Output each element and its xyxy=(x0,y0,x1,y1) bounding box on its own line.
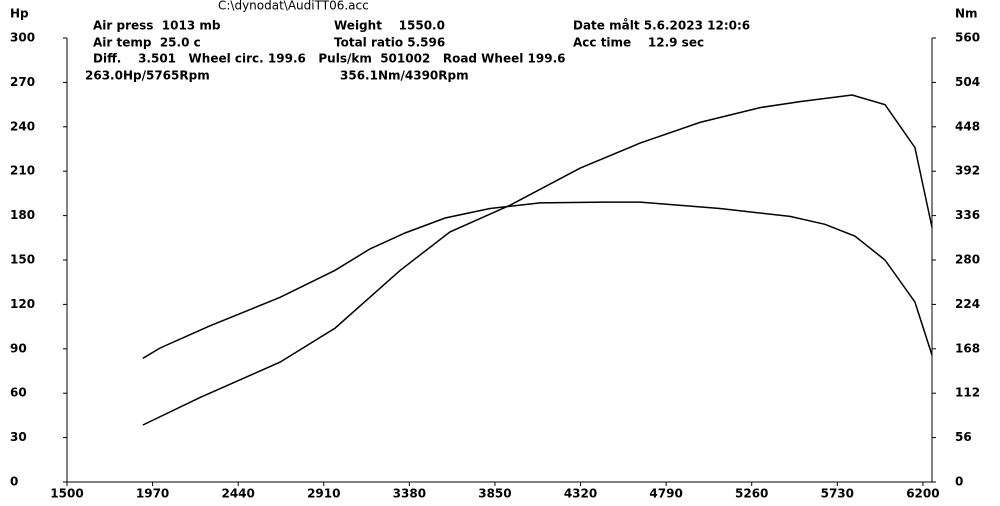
x-tick-label: 3850 xyxy=(478,487,511,501)
header-text: Total ratio 5.596 xyxy=(334,36,445,50)
y2-tick-label: 560 xyxy=(955,31,980,45)
header-text: Acc time 12.9 sec xyxy=(573,36,704,50)
y2-axis-label: Nm xyxy=(955,7,978,21)
y2-tick-label: 504 xyxy=(955,75,980,89)
y-tick-label: 270 xyxy=(10,75,35,89)
x-tick-label: 1500 xyxy=(50,487,83,501)
y2-tick-label: 448 xyxy=(955,119,980,133)
header-text: Date målt 5.6.2023 12:0:6 xyxy=(573,19,750,33)
series-line xyxy=(142,94,933,426)
x-tick-label: 2440 xyxy=(221,487,254,501)
y-tick-label: 240 xyxy=(10,119,35,133)
y-tick-label: 0 xyxy=(10,475,18,489)
x-tick-label: 2910 xyxy=(307,487,340,501)
y2-tick-label: 0 xyxy=(955,475,963,489)
y-axis-label: Hp xyxy=(10,7,29,21)
header-text: Air press 1013 mb xyxy=(93,19,221,33)
y2-tick-label: 224 xyxy=(955,297,980,311)
x-tick-label: 1970 xyxy=(136,487,169,501)
y2-tick-label: 112 xyxy=(955,386,980,400)
y-tick-label: 90 xyxy=(10,341,27,355)
header-text: 263.0Hp/5765Rpm xyxy=(85,69,210,83)
x-tick-label: 6200 xyxy=(906,487,939,501)
series-line xyxy=(142,201,933,359)
x-tick-label: 3380 xyxy=(393,487,426,501)
x-tick-label: 4790 xyxy=(649,487,682,501)
y2-tick-label: 56 xyxy=(955,430,972,444)
x-tick-label: 5730 xyxy=(821,487,854,501)
y-tick-label: 120 xyxy=(10,297,35,311)
x-tick-label: 5260 xyxy=(735,487,768,501)
y-tick-label: 210 xyxy=(10,164,35,178)
header-text: C:\dynodat\AudiTT06.acc xyxy=(218,0,369,13)
y2-tick-label: 168 xyxy=(955,341,980,355)
header-text: Diff. 3.501 Wheel circ. 199.6 Puls/km 50… xyxy=(93,52,566,66)
y2-tick-label: 392 xyxy=(955,164,980,178)
header-text: Weight 1550.0 xyxy=(334,19,445,33)
x-tick-label: 4320 xyxy=(564,487,597,501)
y-tick-label: 60 xyxy=(10,386,27,400)
header-text: Air temp 25.0 c xyxy=(93,36,201,50)
y-tick-label: 180 xyxy=(10,208,35,222)
y-tick-label: 300 xyxy=(10,31,35,45)
y-tick-label: 150 xyxy=(10,253,35,267)
header-text: 356.1Nm/4390Rpm xyxy=(340,69,469,83)
y2-tick-label: 336 xyxy=(955,208,980,222)
y-tick-label: 30 xyxy=(10,430,27,444)
y2-tick-label: 280 xyxy=(955,253,980,267)
